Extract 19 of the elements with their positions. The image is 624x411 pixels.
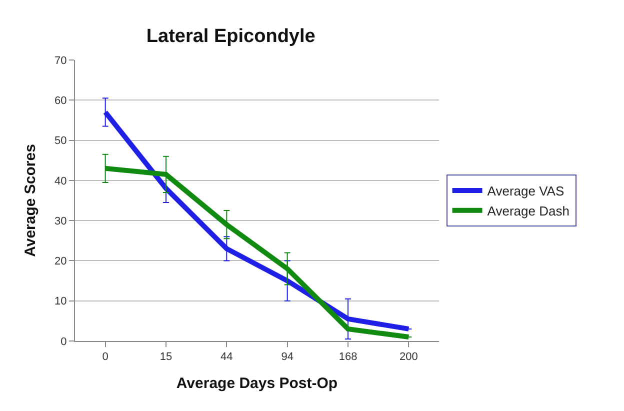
y-tick-label: 20 xyxy=(54,256,67,268)
y-axis-title: Average Scores xyxy=(22,144,39,257)
x-tick-label: 15 xyxy=(160,351,172,364)
x-tick-label: 44 xyxy=(220,351,233,364)
y-tick-label: 50 xyxy=(54,135,67,148)
y-tick-label: 0 xyxy=(60,336,67,348)
x-tick-label: 94 xyxy=(281,351,294,364)
x-axis-title: Average Days Post-Op xyxy=(176,375,338,392)
x-tick-label: 0 xyxy=(102,351,108,364)
y-tick-label: 40 xyxy=(54,175,67,188)
chart-title: Lateral Epicondyle xyxy=(146,26,316,48)
y-tick-label: 60 xyxy=(54,94,67,107)
y-tick-label: 70 xyxy=(54,54,67,67)
x-tick-label: 200 xyxy=(399,351,418,364)
legend-label: Average VAS xyxy=(487,184,564,199)
legend-label: Average Dash xyxy=(487,203,570,218)
x-tick-label: 168 xyxy=(338,351,358,364)
y-tick-label: 10 xyxy=(54,296,67,308)
y-tick-label: 30 xyxy=(54,215,67,228)
